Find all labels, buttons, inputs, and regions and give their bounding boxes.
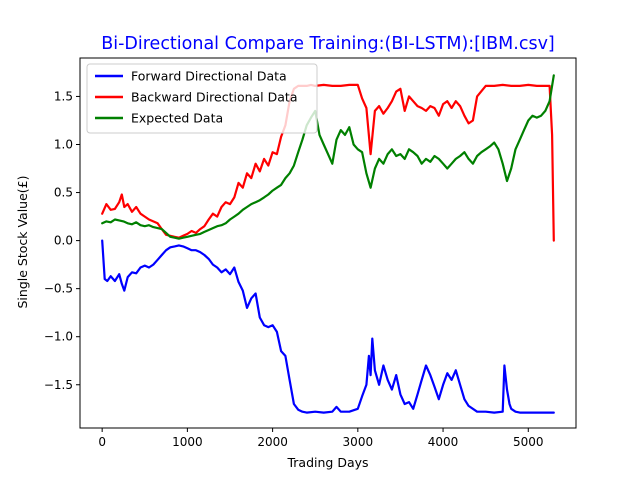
x-tick-label: 1000 xyxy=(172,435,203,449)
y-tick-label: 0.5 xyxy=(54,186,73,200)
axes-frame xyxy=(79,57,577,429)
y-tick-label: 1.0 xyxy=(54,137,73,151)
series-line-3 xyxy=(101,74,555,240)
x-tick-label: 5000 xyxy=(513,435,544,449)
x-tick-label: 4000 xyxy=(428,435,459,449)
legend-label-1: Forward Directional Data xyxy=(131,69,287,84)
x-tick-label: 3000 xyxy=(343,435,374,449)
legend-label-3: Expected Data xyxy=(131,111,223,126)
y-axis-label: Single Stock Value(£) xyxy=(15,175,30,308)
plot-area: 0 1000 2000 3000 4000 5000 −1.5 −1.0 −0.5 0.0 0.5 1… xyxy=(44,57,577,449)
legend-label-2: Backward Directional Data xyxy=(131,90,297,105)
x-tick-label: 2000 xyxy=(257,435,288,449)
x-axis-label: Trading Days xyxy=(286,455,368,470)
series-line-1 xyxy=(101,239,555,414)
y-tick-label: 0.0 xyxy=(54,234,73,248)
x-tick-label: 0 xyxy=(98,435,106,449)
legend-box xyxy=(86,63,318,134)
y-tick-label: 1.5 xyxy=(54,89,73,103)
y-tick-label: −1.5 xyxy=(44,378,73,392)
chart-title: Bi-Directional Compare Training:(BI-LSTM… xyxy=(101,34,555,54)
y-tick-label: −1.0 xyxy=(44,330,73,344)
y-tick-label: −0.5 xyxy=(44,282,73,296)
